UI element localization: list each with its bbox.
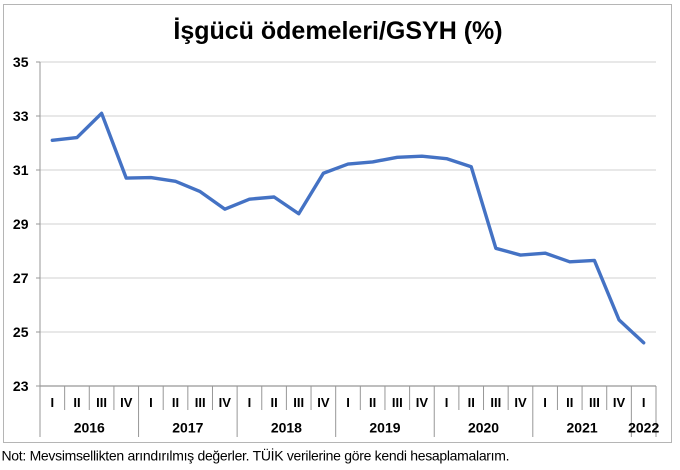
svg-text:2018: 2018 <box>271 420 302 436</box>
svg-text:III: III <box>195 395 206 410</box>
svg-text:II: II <box>468 395 475 410</box>
svg-text:2019: 2019 <box>369 420 400 436</box>
svg-text:I: I <box>51 395 55 410</box>
svg-text:IV: IV <box>416 395 429 410</box>
svg-text:II: II <box>270 395 277 410</box>
svg-text:29: 29 <box>13 216 29 232</box>
svg-text:Not: Mevsimsellikten arındırıl: Not: Mevsimsellikten arındırılmış değerl… <box>2 447 510 464</box>
svg-text:I: I <box>248 395 252 410</box>
svg-text:27: 27 <box>13 270 29 286</box>
svg-text:II: II <box>73 395 80 410</box>
svg-text:İşgücü ödemeleri/GSYH (%): İşgücü ödemeleri/GSYH (%) <box>173 17 502 45</box>
svg-text:IV: IV <box>219 395 232 410</box>
svg-text:I: I <box>445 395 449 410</box>
svg-text:III: III <box>392 395 403 410</box>
svg-text:III: III <box>96 395 107 410</box>
svg-text:23: 23 <box>13 378 29 394</box>
svg-text:III: III <box>490 395 501 410</box>
svg-text:II: II <box>172 395 179 410</box>
svg-text:2021: 2021 <box>567 420 598 436</box>
svg-text:II: II <box>566 395 573 410</box>
svg-text:II: II <box>369 395 376 410</box>
svg-text:IV: IV <box>613 395 626 410</box>
svg-text:31: 31 <box>13 162 29 178</box>
svg-text:I: I <box>346 395 350 410</box>
svg-text:25: 25 <box>13 324 29 340</box>
svg-text:IV: IV <box>317 395 330 410</box>
svg-text:2016: 2016 <box>74 420 105 436</box>
svg-text:2022: 2022 <box>628 420 659 436</box>
svg-text:IV: IV <box>514 395 527 410</box>
svg-text:I: I <box>543 395 547 410</box>
svg-text:IV: IV <box>120 395 133 410</box>
svg-text:I: I <box>149 395 153 410</box>
svg-text:33: 33 <box>13 108 29 124</box>
svg-text:III: III <box>293 395 304 410</box>
svg-text:2017: 2017 <box>172 420 203 436</box>
svg-text:35: 35 <box>13 54 29 70</box>
svg-text:III: III <box>589 395 600 410</box>
svg-text:2020: 2020 <box>468 420 499 436</box>
svg-text:I: I <box>642 395 646 410</box>
